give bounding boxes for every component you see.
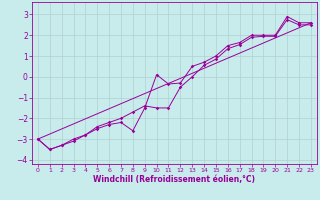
X-axis label: Windchill (Refroidissement éolien,°C): Windchill (Refroidissement éolien,°C) xyxy=(93,175,255,184)
